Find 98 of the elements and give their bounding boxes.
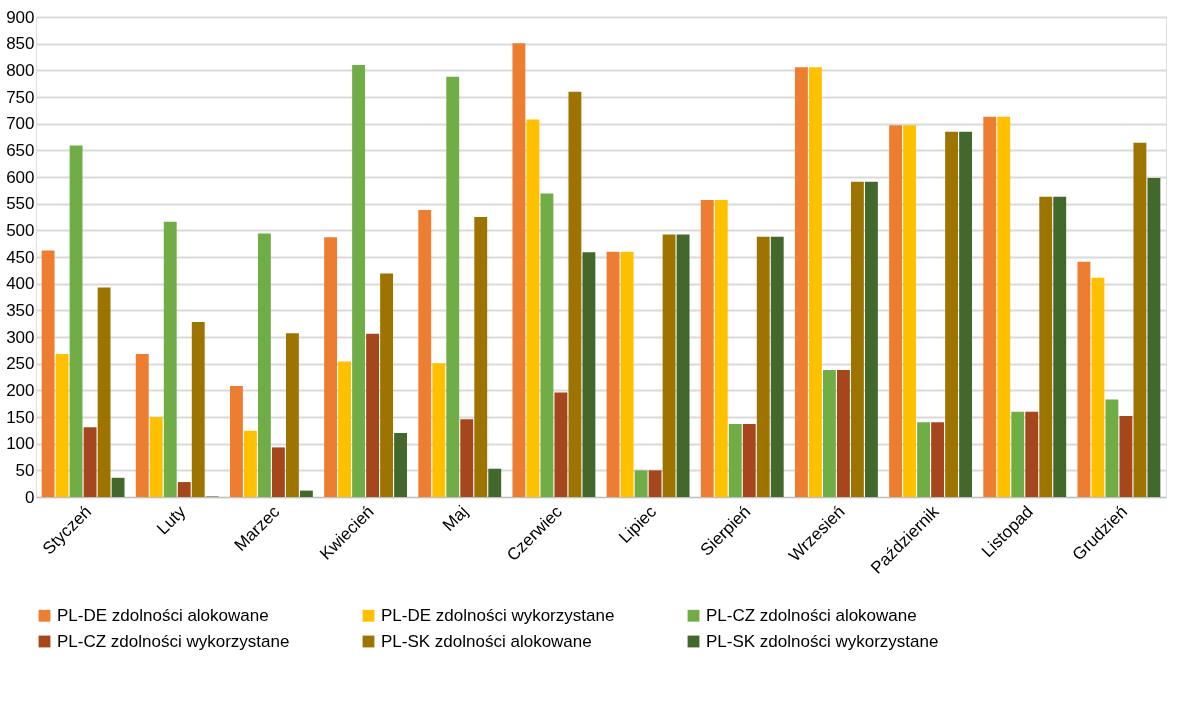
y-tick-label: 450 bbox=[6, 247, 35, 267]
bar bbox=[299, 490, 313, 497]
bar bbox=[69, 145, 83, 497]
bar bbox=[380, 273, 394, 497]
y-tick-label: 800 bbox=[6, 60, 35, 80]
legend-label: PL-SK zdolności alokowane bbox=[381, 631, 592, 651]
bar bbox=[229, 386, 243, 497]
bar bbox=[959, 131, 973, 497]
bar bbox=[770, 236, 784, 497]
bar bbox=[931, 422, 945, 497]
bar bbox=[1077, 261, 1091, 497]
bar bbox=[1147, 178, 1161, 497]
bar bbox=[889, 125, 903, 497]
bar bbox=[1025, 411, 1039, 497]
bar bbox=[983, 116, 997, 497]
bar bbox=[742, 423, 756, 497]
bar bbox=[945, 131, 959, 497]
legend-label: PL-DE zdolności wykorzystane bbox=[381, 605, 615, 625]
bar bbox=[582, 252, 596, 497]
bar bbox=[512, 43, 526, 497]
bar bbox=[418, 210, 432, 497]
bar bbox=[1053, 196, 1067, 497]
legend-label: PL-SK zdolności wykorzystane bbox=[706, 631, 939, 651]
bar bbox=[728, 423, 742, 497]
bar bbox=[352, 65, 366, 497]
bar bbox=[191, 322, 205, 497]
bar bbox=[111, 477, 125, 497]
y-tick-label: 150 bbox=[6, 407, 35, 427]
bar bbox=[243, 430, 257, 497]
y-tick-label: 550 bbox=[6, 194, 35, 214]
bar bbox=[700, 199, 714, 497]
bar bbox=[620, 251, 634, 497]
x-tick-label: Luty bbox=[153, 501, 190, 539]
y-tick-label: 500 bbox=[6, 220, 35, 240]
bar bbox=[177, 482, 191, 497]
bar bbox=[83, 427, 97, 497]
bar bbox=[540, 193, 554, 497]
bar bbox=[338, 361, 352, 497]
bar bbox=[903, 125, 917, 497]
bar bbox=[864, 181, 878, 497]
y-tick-label: 50 bbox=[15, 460, 35, 480]
bar bbox=[554, 392, 568, 497]
bar bbox=[648, 470, 662, 497]
y-tick-label: 250 bbox=[6, 354, 35, 374]
bar bbox=[526, 119, 540, 497]
bar bbox=[1039, 196, 1053, 497]
bar bbox=[1133, 142, 1147, 497]
legend-label: PL-DE zdolności alokowane bbox=[57, 605, 269, 625]
y-tick-label: 350 bbox=[6, 300, 35, 320]
y-tick-label: 750 bbox=[6, 87, 35, 107]
legend-label: PL-CZ zdolności alokowane bbox=[706, 605, 917, 625]
bar bbox=[41, 250, 55, 497]
bar bbox=[714, 199, 728, 497]
bar bbox=[836, 370, 850, 497]
bar bbox=[634, 470, 648, 497]
bar bbox=[488, 468, 502, 497]
bar bbox=[432, 363, 446, 497]
y-tick-label: 850 bbox=[6, 34, 35, 54]
legend-label: PL-CZ zdolności wykorzystane bbox=[57, 631, 290, 651]
y-tick-label: 0 bbox=[25, 487, 35, 507]
bar bbox=[163, 221, 177, 497]
y-tick-label: 900 bbox=[6, 7, 35, 27]
bar bbox=[55, 354, 69, 497]
y-tick-label: 200 bbox=[6, 380, 35, 400]
bar bbox=[794, 67, 808, 497]
bar bbox=[474, 217, 488, 497]
bar bbox=[676, 234, 690, 497]
bar bbox=[366, 333, 380, 497]
bar bbox=[135, 354, 149, 497]
bar bbox=[285, 333, 299, 497]
bar bbox=[394, 433, 408, 497]
bar bbox=[460, 419, 474, 497]
bar bbox=[324, 237, 338, 497]
bar bbox=[917, 422, 931, 497]
bar bbox=[662, 234, 676, 497]
bar bbox=[149, 417, 163, 497]
x-tick-label: Maj bbox=[438, 502, 472, 535]
bar bbox=[1091, 277, 1105, 497]
y-tick-label: 650 bbox=[6, 140, 35, 160]
y-tick-label: 600 bbox=[6, 167, 35, 187]
bar bbox=[568, 91, 582, 497]
y-tick-label: 100 bbox=[6, 434, 35, 454]
bar bbox=[1011, 411, 1025, 497]
bar bbox=[822, 370, 836, 497]
y-tick-label: 400 bbox=[6, 274, 35, 294]
bar bbox=[997, 116, 1011, 497]
bar bbox=[446, 76, 460, 497]
bar bbox=[1105, 399, 1119, 497]
y-tick-label: 700 bbox=[6, 114, 35, 134]
bar bbox=[808, 67, 822, 497]
bar bbox=[756, 236, 770, 497]
bar bbox=[606, 251, 620, 497]
bar bbox=[271, 447, 285, 497]
bar bbox=[257, 233, 271, 497]
bar bbox=[850, 181, 864, 497]
y-tick-label: 300 bbox=[6, 327, 35, 347]
bar bbox=[1119, 415, 1133, 497]
bar bbox=[97, 287, 111, 497]
